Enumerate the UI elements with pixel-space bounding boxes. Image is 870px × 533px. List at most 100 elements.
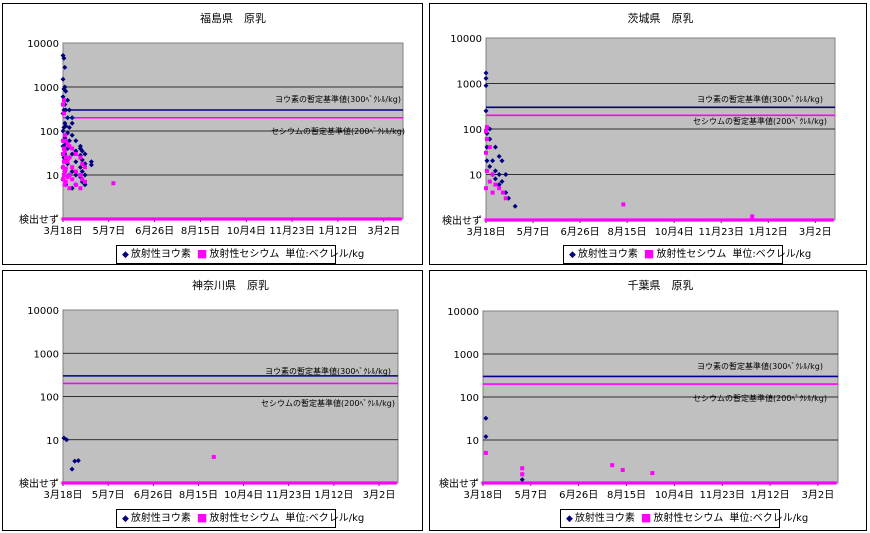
- not-detected-marker: [272, 481, 276, 485]
- not-detected-marker: [283, 481, 288, 485]
- not-detected-marker: [815, 481, 819, 485]
- chart-title: 茨城県 原乳: [628, 11, 694, 25]
- cesium-point: [78, 186, 83, 191]
- cesium-point: [65, 175, 70, 180]
- cesium-point: [484, 168, 489, 173]
- cesium-point: [67, 144, 72, 149]
- not-detected-marker: [315, 481, 319, 485]
- not-detected-marker: [193, 217, 197, 221]
- not-detected-marker: [278, 217, 282, 221]
- not-detected-marker: [272, 217, 276, 221]
- not-detected-marker: [356, 481, 360, 485]
- not-detected-marker: [252, 481, 256, 485]
- iodine-point: [503, 190, 509, 196]
- not-detected-marker: [753, 481, 758, 485]
- not-detected-marker: [307, 217, 311, 221]
- not-detected-marker: [249, 217, 253, 221]
- not-detected-marker: [550, 218, 554, 222]
- not-detected-marker: [752, 218, 756, 222]
- not-detected-marker: [107, 481, 111, 485]
- not-detected-marker: [164, 217, 168, 221]
- not-detected-marker: [257, 217, 262, 221]
- x-tick-label: 3月2日: [367, 225, 400, 237]
- not-detected-marker: [539, 481, 543, 485]
- iodine-point: [496, 172, 502, 177]
- not-detected-marker: [196, 217, 200, 221]
- not-detected-marker: [785, 218, 789, 222]
- cesium-point: [61, 173, 66, 177]
- x-tick-label: 5月7日: [517, 226, 550, 238]
- not-detected-marker: [772, 481, 776, 485]
- cesium-point: [63, 138, 68, 143]
- not-detected-marker: [594, 481, 598, 485]
- not-detected-marker: [142, 481, 146, 485]
- not-detected-marker: [544, 218, 548, 222]
- not-detected-marker: [289, 481, 293, 485]
- iodine-point: [77, 164, 83, 170]
- legend-cesium-label: 放射性セシウム: [653, 513, 724, 524]
- not-detected-marker: [364, 481, 368, 485]
- not-detected-marker: [208, 217, 212, 221]
- not-detected-marker: [514, 218, 518, 222]
- not-detected-marker: [381, 217, 385, 221]
- not-detected-marker: [793, 481, 797, 485]
- legend: ◆ 放射性ヨウ素 ■ 放射性セシウム 単位:ベクレル/kg: [563, 245, 811, 264]
- iodine-point: [484, 144, 490, 150]
- not-detected-marker: [592, 218, 596, 222]
- not-detected-marker: [824, 481, 828, 485]
- not-detected-marker: [598, 218, 602, 222]
- not-detected-marker: [655, 481, 660, 485]
- y-tick-label: 10000: [450, 34, 482, 45]
- not-detected-marker: [557, 481, 562, 485]
- not-detected-marker: [809, 218, 813, 222]
- cesium-point: [73, 169, 78, 174]
- legend-cesium-label: 放射性セシウム: [209, 249, 280, 260]
- iodine-point: [63, 88, 69, 94]
- cesium-point: [61, 152, 65, 157]
- iodine-marker-icon: ◆: [122, 514, 129, 524]
- not-detected-marker: [324, 481, 328, 485]
- cesium-point: [750, 214, 755, 219]
- not-detected-marker: [585, 481, 589, 485]
- not-detected-marker: [782, 218, 786, 222]
- not-detected-marker: [298, 217, 303, 221]
- iodine-point: [60, 76, 66, 82]
- not-detected-marker: [717, 481, 721, 485]
- not-detected-marker: [600, 481, 605, 485]
- not-detected-marker: [81, 217, 86, 221]
- cesium-point: [63, 155, 68, 160]
- not-detected-marker: [523, 218, 527, 222]
- iodine-point: [483, 83, 489, 89]
- iodine-point: [79, 169, 85, 175]
- iodine-point: [61, 55, 67, 61]
- not-detected-marker: [755, 218, 759, 222]
- not-detected-marker: [613, 481, 617, 485]
- not-detected-marker: [281, 217, 285, 221]
- not-detected-marker: [319, 217, 323, 221]
- not-detected-marker: [821, 481, 825, 485]
- not-detected-marker: [746, 218, 750, 222]
- legend-cesium-label: 放射性セシウム: [656, 249, 727, 260]
- not-detected-marker: [698, 218, 702, 222]
- not-detected-marker: [334, 217, 338, 221]
- x-tick-label: 8月15日: [607, 489, 646, 501]
- iodine-point: [72, 458, 78, 464]
- not-detected-marker: [541, 218, 545, 222]
- not-detected-marker: [505, 218, 509, 222]
- not-detected-marker: [197, 481, 201, 485]
- not-detected-marker: [652, 481, 657, 485]
- not-detected-marker: [165, 481, 169, 485]
- not-detected-marker: [625, 218, 630, 222]
- not-detected-marker: [225, 217, 229, 221]
- not-detected-marker: [731, 218, 735, 222]
- iodine-point: [79, 148, 85, 154]
- not-detected-marker: [266, 217, 270, 221]
- not-detected-marker: [158, 217, 162, 221]
- not-detected-marker: [156, 481, 160, 485]
- legend-unit-label: 単位:ベクレル/kg: [285, 249, 365, 260]
- x-tick-label: 10月4日: [227, 225, 266, 237]
- not-detected-marker: [260, 217, 265, 221]
- not-detected-marker: [260, 481, 264, 485]
- not-detected-marker: [321, 481, 325, 485]
- not-detected-marker: [351, 217, 355, 221]
